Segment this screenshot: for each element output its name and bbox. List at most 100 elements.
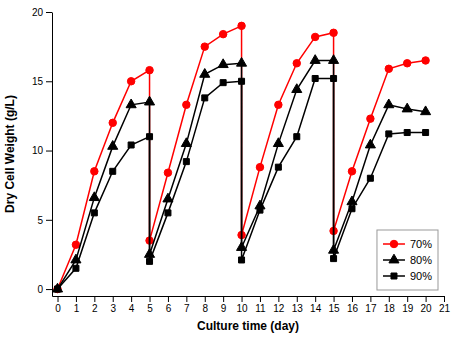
point <box>402 103 412 112</box>
point <box>127 78 134 85</box>
point <box>384 99 394 108</box>
series <box>52 55 430 292</box>
point <box>202 95 208 101</box>
legend-marker <box>391 273 397 279</box>
point <box>238 22 245 29</box>
point <box>367 115 374 122</box>
point <box>367 175 373 181</box>
plot: 0123456789101112131415161718192021051015… <box>32 7 451 314</box>
tick: 14 <box>310 296 322 314</box>
tick-mark <box>94 296 95 302</box>
point <box>349 206 355 212</box>
point <box>331 256 337 262</box>
legend-label: 80% <box>410 254 432 266</box>
tick-label: 10 <box>236 303 248 314</box>
point <box>256 163 263 170</box>
axis-line <box>53 296 445 297</box>
point <box>275 101 282 108</box>
tick-mark <box>352 296 353 302</box>
tick-label: 17 <box>365 303 377 314</box>
point <box>329 55 339 64</box>
marks <box>52 22 430 293</box>
point <box>144 96 154 105</box>
tick-label: 15 <box>32 76 44 87</box>
point <box>404 130 410 136</box>
point <box>311 33 318 40</box>
tick-mark <box>223 296 224 302</box>
point <box>72 241 79 248</box>
tick-mark <box>76 296 77 302</box>
point <box>219 30 226 37</box>
series-line <box>58 26 426 289</box>
tick: 9 <box>221 296 227 314</box>
tick: 10 <box>236 296 248 314</box>
point <box>385 65 392 72</box>
tick: 10 <box>32 145 52 156</box>
tick-mark <box>297 296 298 302</box>
point <box>183 101 190 108</box>
point <box>164 169 171 176</box>
tick-mark <box>370 296 371 302</box>
tick-label: 3 <box>110 303 116 314</box>
tick: 12 <box>273 296 285 314</box>
point <box>386 131 392 137</box>
tick-mark <box>46 289 52 290</box>
tick: 20 <box>32 7 52 18</box>
tick: 17 <box>365 296 377 314</box>
tick: 1 <box>74 296 80 314</box>
tick-mark <box>58 296 59 302</box>
point <box>239 78 245 84</box>
point <box>89 192 99 201</box>
point <box>312 75 318 81</box>
point <box>128 142 134 148</box>
tick-mark <box>131 296 132 302</box>
tick-label: 15 <box>329 303 341 314</box>
tick-mark <box>426 296 427 302</box>
tick-mark <box>315 296 316 302</box>
point <box>275 164 281 170</box>
tick-label: 12 <box>273 303 285 314</box>
point <box>273 138 283 147</box>
tick: 18 <box>384 296 396 314</box>
tick: 5 <box>147 296 153 314</box>
legend-box <box>377 230 438 290</box>
tick-mark <box>186 296 187 302</box>
tick-mark <box>278 296 279 302</box>
point <box>108 141 118 150</box>
tick: 4 <box>129 296 135 314</box>
tick-label: 2 <box>92 303 98 314</box>
tick-mark <box>46 12 52 13</box>
tick-label: 7 <box>184 303 190 314</box>
legend-marker <box>389 254 399 263</box>
point <box>423 130 429 136</box>
point <box>239 257 245 263</box>
point <box>218 59 228 68</box>
tick-label: 10 <box>32 145 44 156</box>
series-line <box>58 78 426 289</box>
point <box>147 134 153 140</box>
point <box>365 139 375 148</box>
tick-mark <box>334 296 335 302</box>
tick-label: 20 <box>32 7 44 18</box>
tick-label: 5 <box>37 215 43 226</box>
point <box>91 168 98 175</box>
tick: 8 <box>202 296 208 314</box>
tick-label: 13 <box>292 303 304 314</box>
tick: 19 <box>402 296 414 314</box>
point <box>55 286 61 292</box>
series <box>55 75 429 292</box>
point <box>403 60 410 67</box>
tick: 0 <box>37 284 52 295</box>
y-axis-title: Dry Cell Weight (g/L) <box>3 95 17 213</box>
tick: 2 <box>92 296 98 314</box>
series-line <box>58 60 426 289</box>
tick-label: 19 <box>402 303 414 314</box>
tick-mark <box>46 220 52 221</box>
point <box>331 75 337 81</box>
tick-mark <box>407 296 408 302</box>
x-axis: 0123456789101112131415161718192021 <box>53 296 451 314</box>
point <box>237 57 247 66</box>
tick: 13 <box>292 296 304 314</box>
tick-label: 0 <box>37 284 43 295</box>
tick-label: 21 <box>439 303 451 314</box>
